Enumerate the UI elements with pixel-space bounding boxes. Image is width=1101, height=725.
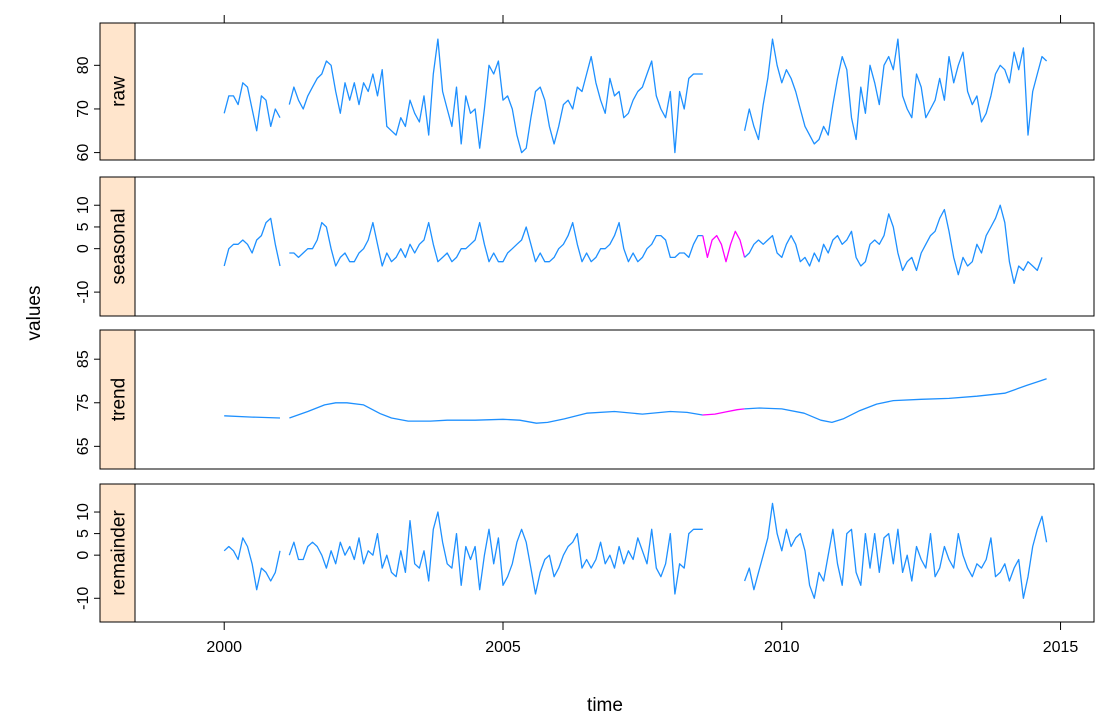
series-line-trend-2 xyxy=(702,408,745,416)
strip-raw xyxy=(99,22,136,161)
y-tick-label-remainder-2: 5 xyxy=(75,529,92,538)
series-line-remainder-1 xyxy=(288,511,703,595)
x-tick-label-2: 2010 xyxy=(764,639,800,656)
y-tick-label-trend-2: 85 xyxy=(75,350,92,368)
strip-label-raw: raw xyxy=(109,76,130,107)
plot-frame-trend xyxy=(134,329,1095,470)
strip-seasonal xyxy=(99,176,136,317)
y-tick-label-raw-0: 60 xyxy=(75,144,92,162)
plot-frame-remainder xyxy=(134,483,1095,623)
y-tick-label-seasonal-3: 10 xyxy=(75,196,92,214)
strip-label-remainder: remainder xyxy=(109,510,130,596)
panel-raw: raw 60 70 80 xyxy=(75,22,1095,162)
y-tick-label-raw-1: 70 xyxy=(75,100,92,118)
x-tick-label-0: 2000 xyxy=(206,639,242,656)
series-line-seasonal-2 xyxy=(702,230,746,263)
series-line-seasonal-3 xyxy=(744,204,1043,285)
x-axis-title: time xyxy=(587,695,623,716)
panel-remainder: remainder -10 0 5 10 xyxy=(75,483,1095,623)
y-tick-label-trend-0: 65 xyxy=(75,437,92,455)
panel-seasonal: seasonal -10 0 5 10 xyxy=(75,176,1095,317)
series-line-raw-0 xyxy=(223,82,281,132)
y-tick-label-remainder-0: -10 xyxy=(75,587,92,610)
strip-label-seasonal: seasonal xyxy=(109,208,130,284)
series-line-seasonal-0 xyxy=(223,217,281,267)
y-tick-label-seasonal-2: 5 xyxy=(75,222,92,231)
strip-remainder xyxy=(99,483,136,623)
x-axis: 2000 2005 2010 2015 xyxy=(206,15,1078,656)
y-tick-label-raw-2: 80 xyxy=(75,56,92,74)
series-line-trend-1 xyxy=(289,402,703,424)
strip-trend xyxy=(99,329,136,470)
plot-frame-raw xyxy=(134,22,1095,161)
panel-trend: trend 65 75 85 xyxy=(75,329,1095,470)
y-tick-label-remainder-3: 10 xyxy=(75,503,92,521)
strip-label-trend: trend xyxy=(109,378,130,421)
series-line-raw-1 xyxy=(288,38,703,154)
y-tick-label-seasonal-1: 0 xyxy=(75,244,92,253)
y-tick-label-seasonal-0: -10 xyxy=(75,280,92,303)
x-tick-label-3: 2015 xyxy=(1043,639,1079,656)
y-tick-label-trend-1: 75 xyxy=(75,394,92,412)
series-line-remainder-0 xyxy=(223,537,281,591)
series-line-raw-2 xyxy=(743,38,1048,145)
x-tick-label-1: 2005 xyxy=(485,639,521,656)
y-tick-label-remainder-1: 0 xyxy=(75,551,92,560)
series-line-trend-0 xyxy=(224,415,281,419)
y-axis-title: values xyxy=(24,286,45,341)
series-line-seasonal-1 xyxy=(289,221,703,267)
series-line-remainder-2 xyxy=(743,502,1048,599)
panels-layer: raw 60 70 80 seasonal -10 0 5 10 trend 65 75 85 remai… xyxy=(75,22,1095,623)
series-line-trend-3 xyxy=(744,378,1047,424)
plot-frame-seasonal xyxy=(134,176,1095,317)
